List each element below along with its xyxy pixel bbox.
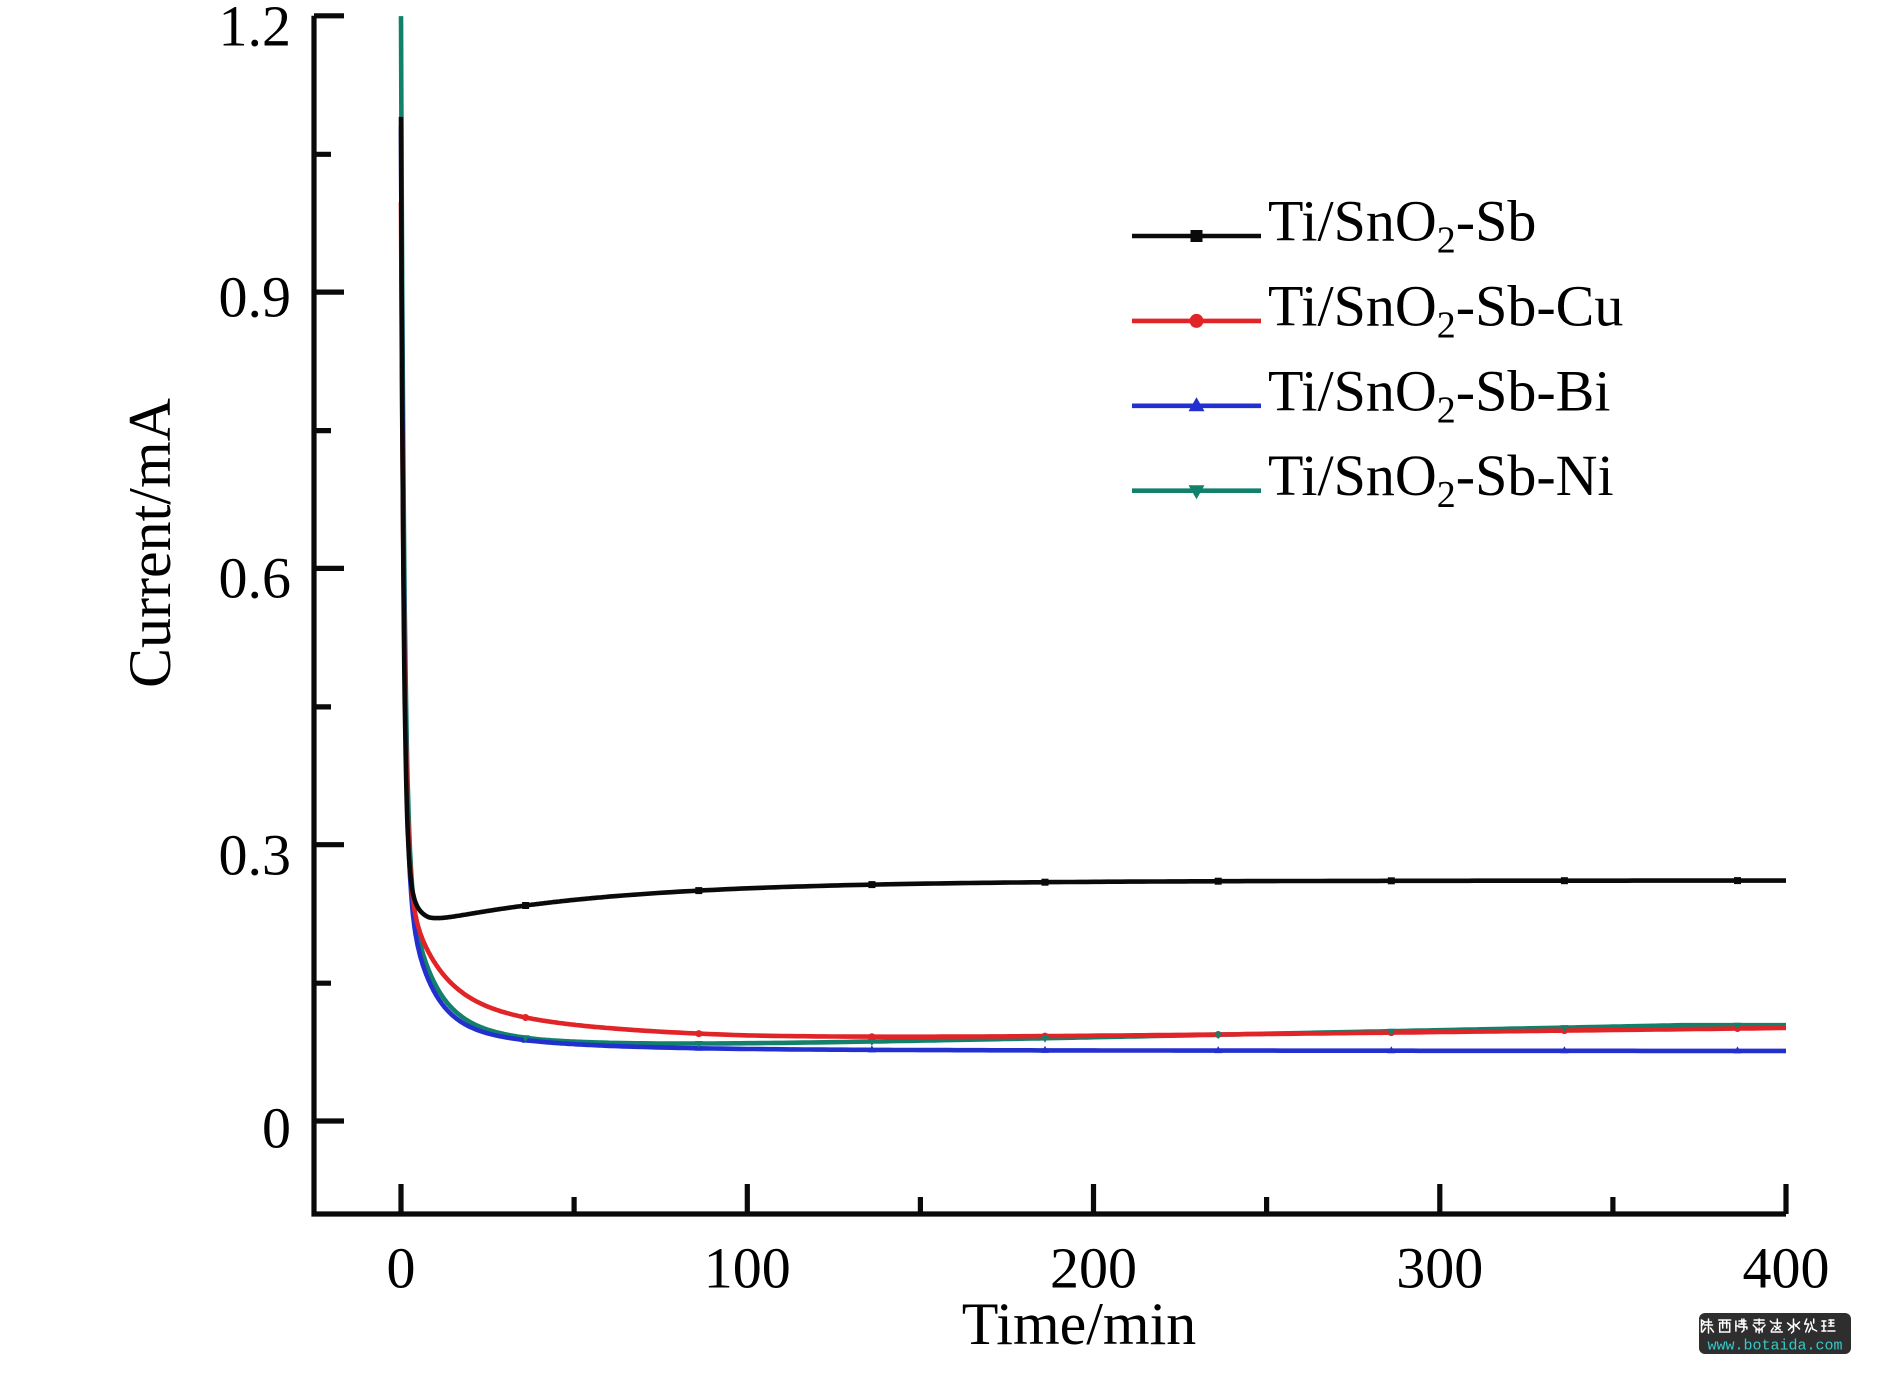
svg-text:www.botaida.com: www.botaida.com [1707, 1338, 1842, 1355]
svg-text:100: 100 [704, 1236, 791, 1301]
svg-text:0.6: 0.6 [219, 546, 292, 611]
svg-text:Ti/SnO2-Sb-Ni: Ti/SnO2-Sb-Ni [1268, 443, 1614, 516]
svg-text:Ti/SnO2-Sb: Ti/SnO2-Sb [1268, 189, 1536, 262]
svg-text:Ti/SnO2-Sb-Cu: Ti/SnO2-Sb-Cu [1268, 273, 1623, 346]
svg-text:1.2: 1.2 [219, 0, 292, 59]
svg-text:400: 400 [1743, 1236, 1830, 1301]
svg-text:Current/mA: Current/mA [117, 398, 183, 688]
svg-text:0: 0 [262, 1096, 291, 1161]
svg-text:0.3: 0.3 [219, 823, 292, 888]
svg-text:0: 0 [387, 1236, 416, 1301]
svg-text:200: 200 [1050, 1236, 1137, 1301]
svg-text:Time/min: Time/min [962, 1291, 1197, 1357]
svg-text:0.9: 0.9 [219, 265, 292, 330]
svg-text:300: 300 [1396, 1236, 1483, 1301]
